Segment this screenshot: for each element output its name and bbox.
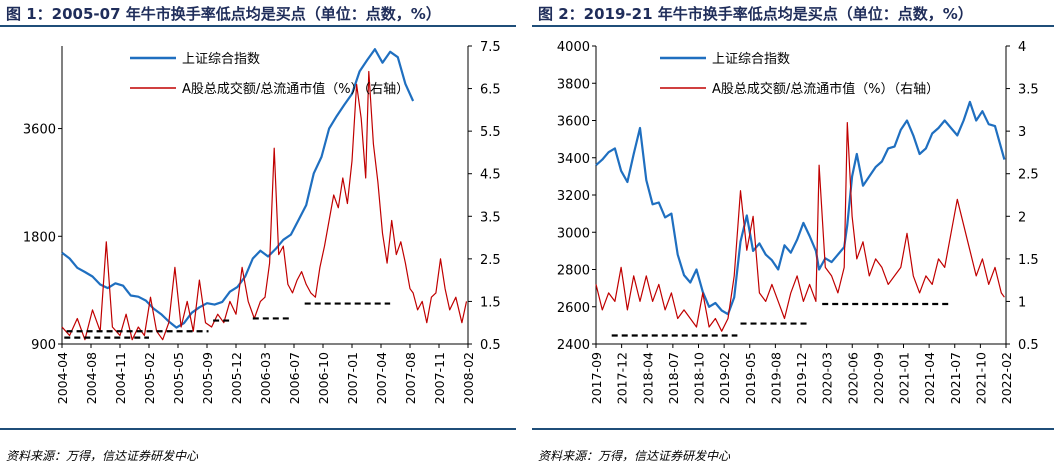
x-tick-label: 2019-08 bbox=[768, 352, 783, 404]
turnover-series-line bbox=[595, 122, 1005, 332]
right-tick-label: 5.5 bbox=[480, 125, 501, 140]
right-tick-label: 6.5 bbox=[480, 83, 501, 98]
right-tick-label: 0.5 bbox=[1018, 338, 1039, 353]
x-tick-label: 2018-07 bbox=[666, 352, 681, 404]
x-tick-label: 2019-02 bbox=[717, 352, 732, 404]
footer-rule bbox=[0, 428, 516, 430]
right-tick-label: 2.5 bbox=[1018, 168, 1039, 183]
left-tick-label: 2600 bbox=[557, 301, 590, 316]
x-tick-label: 2008-02 bbox=[461, 352, 476, 404]
left-tick-label: 900 bbox=[31, 338, 56, 353]
title-rule bbox=[0, 25, 516, 27]
x-tick-label: 2004-04 bbox=[55, 352, 70, 404]
left-tick-label: 3800 bbox=[557, 77, 590, 92]
x-tick-label: 2007-08 bbox=[403, 352, 418, 404]
right-tick-label: 2 bbox=[1018, 210, 1026, 225]
source-note: 资料来源：万得，信达证券研发中心 bbox=[538, 449, 731, 463]
x-tick-label: 2006-03 bbox=[258, 352, 273, 404]
footer-rule bbox=[532, 428, 1054, 430]
x-tick-label: 2021-04 bbox=[922, 352, 937, 404]
left-tick-label: 2400 bbox=[557, 338, 590, 353]
x-tick-label: 2021-10 bbox=[973, 352, 988, 404]
left-tick-label: 4000 bbox=[557, 40, 590, 55]
right-tick-label: 3.5 bbox=[1018, 83, 1039, 98]
left-tick-label: 2800 bbox=[557, 264, 590, 279]
x-tick-label: 2005-02 bbox=[142, 352, 157, 404]
legend-label-turnover: A股总成交额/总流通市值（%）（右轴） bbox=[712, 81, 939, 97]
x-tick-label: 2006-10 bbox=[316, 352, 331, 404]
right-tick-label: 4 bbox=[1018, 40, 1026, 55]
turnover-series-line bbox=[61, 70, 468, 341]
x-tick-label: 2020-03 bbox=[820, 352, 835, 404]
chart-title: 图 1：2005-07 年牛市换手率低点均是买点（单位：点数，%） bbox=[6, 5, 441, 23]
x-tick-label: 2020-06 bbox=[845, 352, 860, 404]
index-series-line bbox=[595, 100, 1006, 316]
line-chart-2: 2400 2600 2800 3000 3200 3400 3600 3800 4000 0.5 1… bbox=[557, 40, 1039, 404]
right-tick-label: 3 bbox=[1018, 125, 1026, 140]
index-series-line bbox=[61, 48, 415, 329]
x-tick-label: 2019-05 bbox=[743, 352, 758, 404]
line-chart-1: 900 1800 3600 0.5 1.5 2.5 3.5 4.5 5.5 6.5 7.5 2004-… bbox=[23, 40, 501, 404]
x-tick-label: 2022-02 bbox=[999, 352, 1014, 404]
x-tick-label: 2006-07 bbox=[287, 352, 302, 404]
legend-label-index: 上证综合指数 bbox=[182, 52, 260, 67]
left-tick-label: 3200 bbox=[557, 189, 590, 204]
right-tick-label: 1 bbox=[1018, 295, 1026, 310]
right-tick-label: 1.5 bbox=[1018, 253, 1039, 268]
x-tick-label: 2018-04 bbox=[640, 352, 655, 404]
x-tick-label: 2005-12 bbox=[229, 352, 244, 404]
x-tick-label: 2004-08 bbox=[84, 352, 99, 404]
x-tick-label: 2007-11 bbox=[432, 352, 447, 404]
chart-title: 图 2：2019-21 年牛市换手率低点均是买点（单位：点数，%） bbox=[538, 5, 973, 23]
legend-label-index: 上证综合指数 bbox=[712, 52, 790, 67]
left-tick-label: 3400 bbox=[557, 152, 590, 167]
x-tick-label: 2017-12 bbox=[615, 352, 630, 404]
x-tick-label: 2019-12 bbox=[794, 352, 809, 404]
x-tick-label: 2007-04 bbox=[374, 352, 389, 404]
left-tick-label: 1800 bbox=[23, 230, 56, 245]
x-tick-label: 2021-01 bbox=[897, 352, 912, 404]
x-tick-label: 2017-09 bbox=[589, 352, 604, 404]
left-tick-label: 3000 bbox=[557, 226, 590, 241]
x-tick-label: 2020-09 bbox=[871, 352, 886, 404]
chart-panel-1: 图 1：2005-07 年牛市换手率低点均是买点（单位：点数，%） 900 180… bbox=[0, 0, 524, 470]
right-tick-label: 3.5 bbox=[480, 210, 501, 225]
right-tick-label: 1.5 bbox=[480, 295, 501, 310]
x-tick-label: 2005-09 bbox=[200, 352, 215, 404]
source-note: 资料来源：万得，信达证券研发中心 bbox=[6, 449, 199, 463]
x-tick-label: 2021-07 bbox=[948, 352, 963, 404]
right-tick-label: 2.5 bbox=[480, 253, 501, 268]
title-rule bbox=[532, 25, 1054, 27]
right-tick-label: 0.5 bbox=[480, 338, 501, 353]
x-tick-label: 2005-05 bbox=[171, 352, 186, 404]
legend-label-turnover: A股总成交额/总流通市值（%）（右轴） bbox=[182, 81, 409, 97]
x-tick-label: 2007-01 bbox=[345, 352, 360, 404]
x-tick-label: 2018-10 bbox=[692, 352, 707, 404]
right-tick-label: 7.5 bbox=[480, 40, 501, 55]
left-tick-label: 3600 bbox=[23, 123, 56, 138]
x-tick-label: 2004-11 bbox=[113, 352, 128, 404]
chart-panel-2: 图 2：2019-21 年牛市换手率低点均是买点（单位：点数，%） 2400 26… bbox=[532, 0, 1054, 470]
left-tick-label: 3600 bbox=[557, 115, 590, 130]
right-tick-label: 4.5 bbox=[480, 168, 501, 183]
